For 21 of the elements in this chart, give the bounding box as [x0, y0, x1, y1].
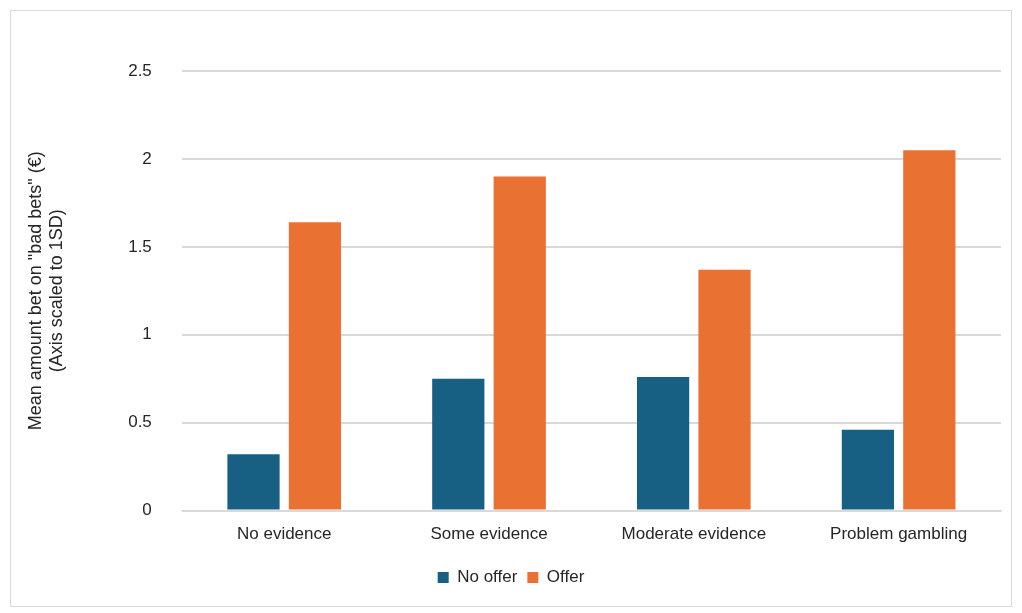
y-tick-label: 2.5	[128, 60, 152, 80]
bar	[698, 269, 751, 510]
bar	[636, 376, 690, 510]
x-tick-label: Some evidence	[430, 524, 548, 544]
y-tick-label: 1	[142, 324, 152, 344]
y-axis-title: Mean amount bet on "bad bets" (€) (Axis scaled to 1SD)	[24, 151, 67, 431]
y-tick-label: 0.5	[128, 412, 152, 432]
bar	[227, 454, 280, 510]
bar	[841, 429, 894, 510]
y-tick-label: 2	[142, 148, 152, 168]
bar	[493, 176, 546, 510]
bar	[288, 222, 342, 510]
y-tick-label: 1.5	[128, 236, 152, 256]
legend-label: Offer	[546, 567, 585, 587]
bar	[903, 150, 956, 510]
x-tick-label: Problem gambling	[830, 524, 968, 544]
y-tick-label: 0	[142, 500, 152, 520]
x-tick-label: Moderate evidence	[621, 524, 767, 544]
x-tick-label: No evidence	[236, 524, 332, 544]
legend-label: No offer	[457, 567, 518, 587]
bar	[432, 378, 485, 510]
